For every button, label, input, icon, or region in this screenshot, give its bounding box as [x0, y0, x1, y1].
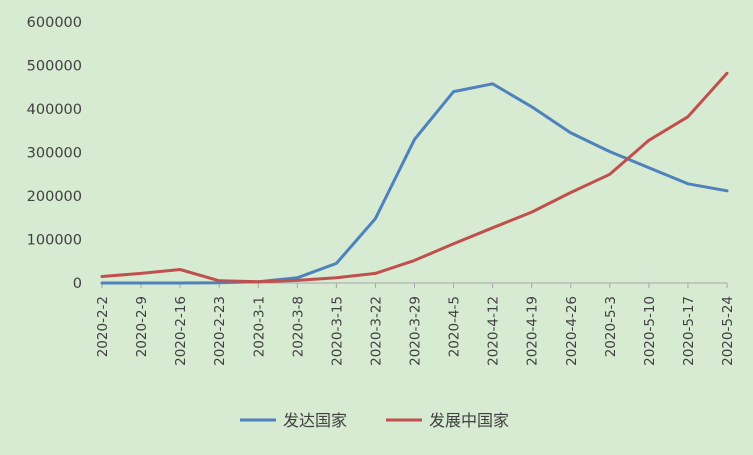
x-tick-label: 2020-4-26	[564, 296, 580, 366]
y-tick-label: 0	[73, 276, 82, 292]
y-tick-label: 400000	[27, 102, 82, 118]
x-tick-label: 2020-4-12	[486, 296, 502, 366]
y-tick-label: 300000	[27, 146, 82, 162]
x-tick-label: 2020-5-10	[642, 296, 658, 366]
x-tick-label: 2020-3-8	[290, 296, 306, 357]
legend-label-1: 发达国家	[283, 411, 347, 430]
x-tick-label: 2020-3-22	[368, 296, 384, 366]
x-tick-label: 2020-3-29	[408, 296, 424, 366]
x-tick-label: 2020-5-24	[720, 296, 736, 366]
x-tick-label: 2020-3-15	[329, 296, 345, 366]
x-tick-label: 2020-4-19	[525, 296, 541, 366]
x-tick-label: 2020-2-16	[173, 296, 189, 366]
legend: 发达国家 发展中国家	[240, 411, 509, 430]
legend-label-2: 发展中国家	[429, 411, 509, 430]
y-axis-tick-labels: 0 100000 200000 300000 400000 500000 600000	[27, 15, 82, 292]
y-tick-label: 100000	[27, 233, 82, 249]
x-tick-label: 2020-5-3	[603, 296, 619, 357]
x-tick-label: 2020-2-23	[212, 296, 228, 366]
x-tick-label: 2020-2-9	[134, 296, 150, 357]
x-tick-label: 2020-4-5	[447, 296, 463, 357]
x-tick-label: 2020-5-17	[681, 296, 697, 366]
x-tick-label: 2020-3-1	[251, 296, 267, 357]
x-axis: 2020-2-2 2020-2-9 2020-2-16 2020-2-23 2020-3…	[95, 282, 736, 366]
x-tick-label: 2020-2-2	[95, 296, 111, 357]
series-layer	[100, 71, 729, 285]
series-line-2	[100, 71, 729, 284]
series-line-1	[100, 82, 729, 285]
y-tick-label: 500000	[27, 59, 82, 75]
y-tick-label: 600000	[27, 15, 82, 31]
y-tick-label: 200000	[27, 189, 82, 205]
